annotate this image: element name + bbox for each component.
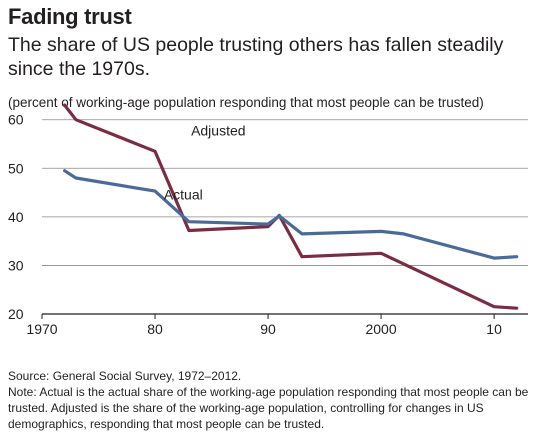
series-layer — [62, 103, 519, 310]
axis-layer: 20 30 40 50 60 1970 80 90 2000 10 — [8, 112, 502, 337]
x-tick-label: 2000 — [365, 321, 396, 337]
series-label-adjusted: Adjusted — [191, 122, 245, 138]
unit-label: (percent of working-age population respo… — [8, 95, 484, 110]
chart-title: Fading trust — [8, 4, 132, 29]
line-chart: 20 30 40 50 60 1970 80 90 2000 10 Adjusted Actual — [8, 103, 528, 337]
series-line-adjusted — [62, 103, 519, 310]
series-label-actual: Actual — [164, 186, 203, 202]
footnote: Note: Actual is the actual share of the … — [8, 385, 529, 431]
y-tick-label: 40 — [8, 209, 24, 225]
x-tick-label: 80 — [147, 321, 163, 337]
x-tick-label: 90 — [260, 321, 276, 337]
y-tick-label: 50 — [8, 160, 24, 176]
y-tick-label: 30 — [8, 257, 24, 273]
x-tick-label: 10 — [486, 321, 502, 337]
series-line-actual — [62, 169, 519, 260]
source-note: Source: General Social Survey, 1972–2012… — [8, 369, 242, 383]
x-tick-label: 1970 — [26, 321, 57, 337]
label-layer: Adjusted Actual — [164, 122, 246, 202]
chart-subtitle: The share of US people trusting others h… — [8, 34, 504, 80]
grid-layer — [42, 119, 528, 315]
y-tick-label: 20 — [8, 306, 24, 322]
y-tick-label: 60 — [8, 112, 24, 128]
